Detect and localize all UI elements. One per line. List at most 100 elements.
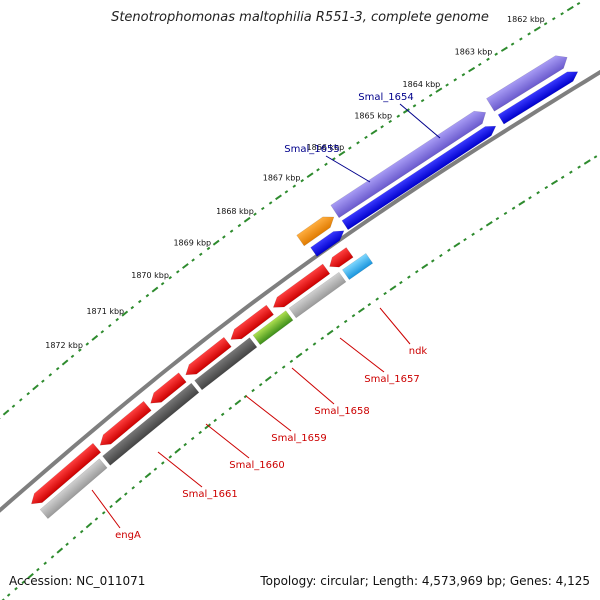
major-tick-mark — [212, 239, 220, 246]
gene-label[interactable]: engA — [115, 530, 141, 541]
minor-tick-dot — [222, 235, 226, 239]
scale-tick-label: 1872 kbp — [45, 341, 83, 350]
gene-arrow-blue — [341, 125, 497, 231]
gene-label[interactable]: ndk — [409, 346, 428, 357]
gene-arrow-red — [230, 304, 274, 340]
major-tick-mark — [551, 179, 558, 186]
minor-tick-dot — [343, 319, 348, 324]
major-tick-mark — [182, 263, 189, 269]
minor-tick-dot — [289, 359, 294, 364]
minor-tick-dot — [300, 179, 305, 183]
gene-label-leader — [291, 367, 335, 405]
genome-summary: Topology: circular; Length: 4,573,969 bp… — [260, 574, 590, 588]
minor-tick-dot — [593, 155, 598, 159]
outer-tick-track — [0, 1, 581, 421]
minor-tick-dot — [544, 185, 549, 190]
genes-value: 4,125 — [555, 574, 590, 588]
gene-label[interactable]: Smal_1654 — [358, 92, 413, 103]
minor-tick-dot — [199, 252, 203, 257]
major-tick-mark — [85, 522, 93, 529]
minor-tick-dot — [527, 32, 531, 36]
minor-tick-dot — [191, 258, 195, 262]
major-tick-mark — [338, 150, 346, 157]
minor-tick-dot — [19, 398, 23, 402]
major-tick-mark — [151, 286, 159, 293]
gene-arrow-darkgray — [194, 337, 258, 391]
major-tick-mark — [533, 26, 541, 32]
map-title: Stenotrophomonas maltophilia R551-3, com… — [111, 10, 489, 25]
minor-tick-dot — [109, 504, 113, 509]
gene-arrow-cyan — [342, 253, 374, 280]
major-tick-mark — [500, 46, 508, 52]
minor-tick-dot — [258, 382, 263, 387]
minor-tick-dot — [348, 146, 352, 150]
minor-tick-dot — [101, 511, 106, 515]
minor-tick-dot — [388, 119, 393, 124]
gene-label[interactable]: Smal_1660 — [229, 460, 284, 471]
minor-tick-dot — [399, 280, 403, 285]
minor-tick-dot — [511, 206, 516, 210]
minor-tick-dot — [503, 211, 508, 216]
minor-tick-dot — [85, 342, 90, 346]
genes-label: Genes: — [509, 574, 552, 588]
inner-tick-track — [0, 155, 598, 600]
major-tick-mark — [2, 409, 10, 416]
minor-tick-dot — [560, 175, 565, 179]
gene-arrow-blue — [497, 71, 579, 125]
minor-tick-dot — [70, 354, 75, 359]
minor-tick-dot — [131, 486, 135, 490]
gene-label-leader — [325, 155, 371, 183]
major-tick-mark — [121, 310, 129, 317]
major-tick-mark — [243, 216, 251, 223]
minor-tick-dot — [428, 93, 433, 98]
minor-tick-dot — [115, 317, 119, 322]
minor-tick-dot — [407, 275, 411, 279]
topology-label: Topology: — [260, 574, 317, 588]
gene-arrow-blue — [310, 230, 345, 257]
gene-label-leader — [379, 307, 411, 345]
accession-label: Accession: — [9, 574, 73, 588]
minor-tick-dot — [364, 135, 368, 140]
minor-tick-dot — [528, 196, 532, 200]
scale-tick-label: 1865 kbp — [354, 111, 392, 120]
gene-label-leader — [91, 489, 121, 529]
minor-tick-dot — [253, 212, 257, 216]
minor-tick-dot — [21, 580, 26, 585]
minor-tick-dot — [569, 170, 573, 174]
minor-tick-dot — [228, 406, 233, 411]
minor-tick-dot — [536, 191, 540, 195]
minor-tick-dot — [243, 394, 248, 399]
gene-label[interactable]: Smal_1661 — [182, 489, 237, 500]
major-tick-mark — [27, 572, 34, 580]
minor-tick-dot — [367, 302, 372, 307]
minor-tick-dot — [380, 125, 384, 129]
gene-arrow-red — [99, 400, 152, 446]
gene-label[interactable]: Smal_1658 — [314, 406, 369, 417]
minor-tick-dot — [55, 366, 60, 371]
major-tick-mark — [234, 399, 242, 406]
scale-tick-label: 1871 kbp — [86, 307, 124, 316]
gene-label[interactable]: Smal_1657 — [364, 374, 419, 385]
major-tick-mark — [144, 472, 152, 479]
accession-value: NC_011071 — [76, 574, 146, 588]
major-tick-mark — [357, 307, 365, 314]
gene-arrow-purple — [330, 110, 487, 219]
minor-tick-dot — [161, 461, 165, 465]
gene-arrow-gray — [288, 271, 347, 319]
minor-tick-dot — [486, 57, 490, 61]
major-tick-mark — [518, 200, 526, 206]
major-tick-mark — [306, 172, 314, 179]
gene-label-leader — [205, 423, 250, 459]
minor-tick-dot — [138, 299, 142, 304]
minor-tick-dot — [439, 253, 443, 258]
minor-tick-dot — [130, 305, 135, 310]
major-tick-mark — [275, 194, 282, 201]
minor-tick-dot — [576, 1, 581, 6]
minor-tick-dot — [477, 62, 482, 67]
minor-tick-dot — [494, 52, 499, 56]
gene-label-leader — [245, 395, 292, 432]
major-tick-mark — [204, 423, 212, 430]
gene-label[interactable]: Smal_1655 — [284, 144, 339, 155]
gene-label[interactable]: Smal_1659 — [271, 433, 326, 444]
